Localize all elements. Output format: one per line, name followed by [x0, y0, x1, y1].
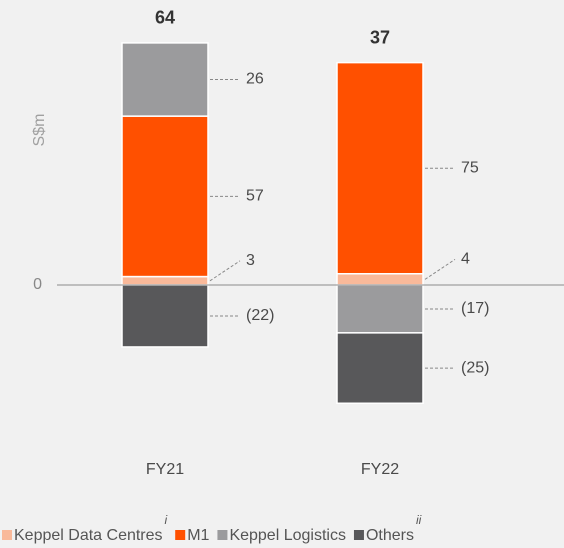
- bar-segment: [121, 284, 209, 348]
- value-label: 57: [246, 188, 264, 205]
- legend-swatch: [2, 530, 12, 540]
- bar-segment: [336, 61, 424, 275]
- value-label: 4: [461, 251, 470, 268]
- legend-swatch: [353, 530, 364, 540]
- value-label: 3: [246, 252, 255, 269]
- total-label: 64: [155, 8, 175, 28]
- legend-label: Keppel Logistics: [229, 527, 346, 544]
- legend-label: Others: [366, 527, 414, 544]
- value-label: (22): [246, 307, 274, 324]
- bar-segment: [336, 332, 424, 405]
- value-label: 26: [246, 71, 264, 88]
- x-tick-label: FY22: [361, 461, 399, 478]
- legend-swatch: [217, 530, 228, 540]
- legend-note: i: [165, 513, 168, 527]
- legend-note: ii: [416, 513, 422, 527]
- x-tick-label: FY21: [146, 461, 184, 478]
- legend-label: M1: [187, 527, 209, 544]
- leader-line: [209, 260, 241, 282]
- total-label: 37: [370, 27, 390, 47]
- value-label: (25): [461, 359, 489, 376]
- value-label: 75: [461, 159, 479, 176]
- y-tick-label: 0: [33, 276, 42, 293]
- value-label: (17): [461, 300, 489, 317]
- bar-segment: [121, 275, 209, 286]
- bar-segment: [121, 42, 209, 117]
- bar-segment: [336, 284, 424, 334]
- leader-line: [424, 258, 456, 280]
- bar-segment: [121, 115, 209, 278]
- legend-swatch: [175, 530, 186, 540]
- bar-segment: [336, 273, 424, 286]
- y-axis-label: S$m: [31, 114, 48, 147]
- legend-label: Keppel Data Centres: [14, 527, 163, 544]
